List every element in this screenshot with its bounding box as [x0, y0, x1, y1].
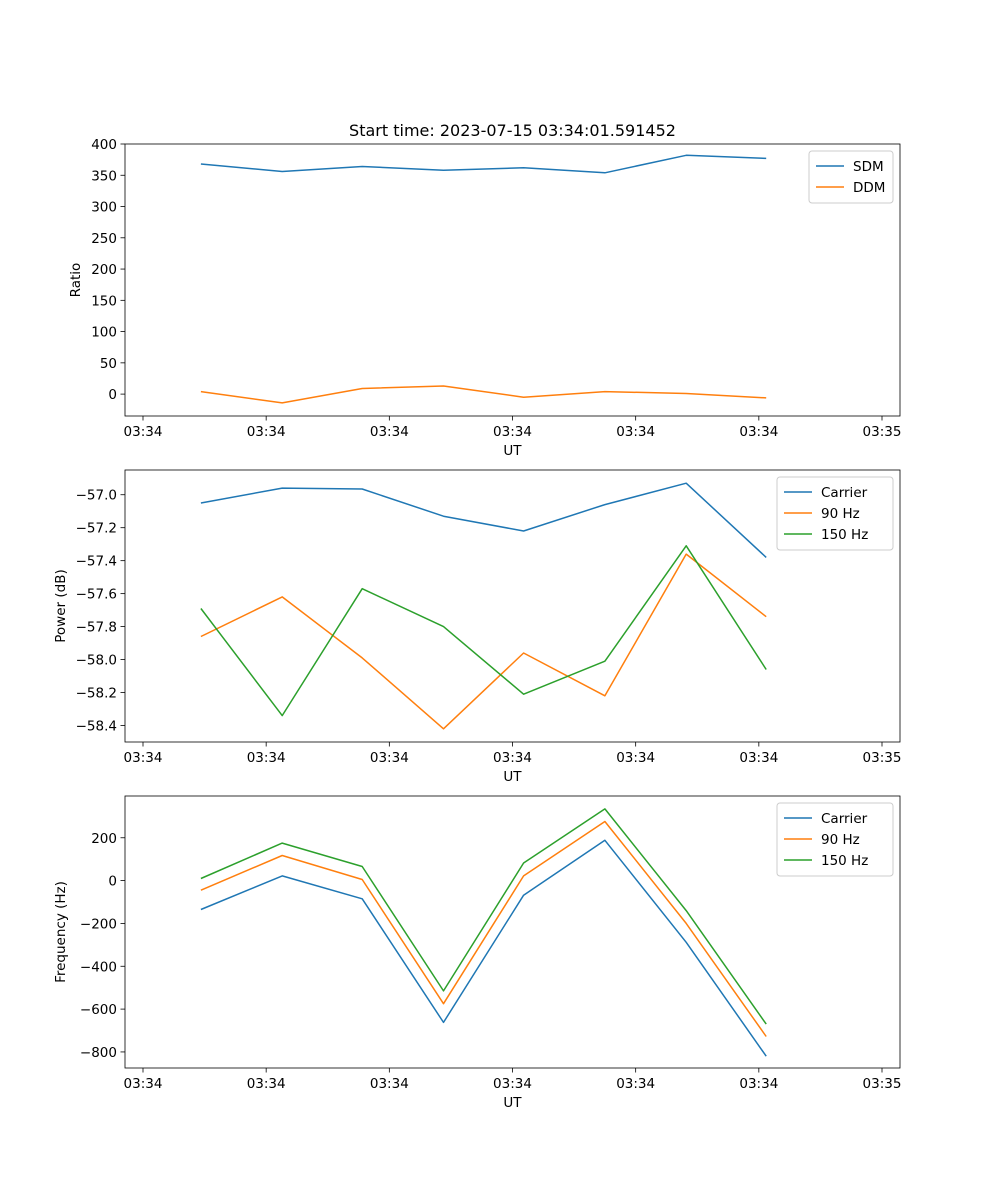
- power-x-tick-label: 03:34: [124, 750, 163, 766]
- ratio-panel: 03:34 03:34 03:34 03:34 03:34 03:34 03:35 0 50 10…: [68, 137, 901, 459]
- power-y-tick-label: −58.4: [76, 719, 117, 735]
- power-y-axis-label: Power (dB): [53, 569, 69, 642]
- frequency-series-line-150-hz: [200, 808, 767, 1025]
- ratio-x-tick-label: 03:34: [739, 424, 778, 440]
- frequency-x-tick-label: 03:34: [247, 1076, 286, 1092]
- frequency-panel: 03:34 03:34 03:34 03:34 03:34 03:34 03:35 −800 −…: [53, 795, 902, 1111]
- ratio-series-line-ddm: [200, 385, 767, 404]
- power-x-tick-label: 03:34: [616, 750, 655, 766]
- frequency-y-tick-label: 200: [91, 831, 117, 847]
- frequency-y-tick-label: −600: [80, 1002, 117, 1018]
- power-y-tick-label: −57.8: [76, 620, 117, 636]
- ratio-x-axis-label: UT: [503, 443, 522, 459]
- ratio-y-tick-label: 400: [91, 137, 117, 153]
- ratio-x-tick-label: 03:34: [370, 424, 409, 440]
- frequency-x-tick-label: 03:34: [124, 1076, 163, 1092]
- figure-title: Start time: 2023-07-15 03:34:01.591452: [349, 121, 676, 140]
- ratio-y-tick-label: 250: [91, 231, 117, 247]
- ratio-y-tick-label: 200: [91, 262, 117, 278]
- power-x-tick-label: 03:34: [370, 750, 409, 766]
- ratio-legend-label: DDM: [853, 180, 885, 196]
- power-x-tick-label: 03:34: [739, 750, 778, 766]
- frequency-y-tick-label: −400: [80, 959, 117, 975]
- frequency-x-tick-label: 03:35: [863, 1076, 902, 1092]
- ratio-y-tick-label: 100: [91, 325, 117, 341]
- power-y-tick-label: −58.0: [76, 653, 117, 669]
- power-series-line-150-hz: [200, 545, 767, 717]
- ratio-x-tick-label: 03:35: [863, 424, 902, 440]
- power-x-tick-label: 03:35: [863, 750, 902, 766]
- power-x-tick-label: 03:34: [247, 750, 286, 766]
- frequency-legend-label: 150 Hz: [821, 853, 868, 869]
- power-y-tick-label: −57.6: [76, 587, 117, 603]
- frequency-y-axis-label: Frequency (Hz): [53, 881, 69, 983]
- ratio-legend-box: [808, 150, 894, 204]
- power-legend-box: [776, 476, 894, 551]
- ratio-legend-label: SDM: [853, 159, 884, 175]
- ratio-y-tick-label: 50: [100, 356, 117, 372]
- frequency-series-line-90-hz: [200, 820, 767, 1037]
- ratio-y-axis-label: Ratio: [68, 263, 84, 298]
- ratio-y-tick-label: 350: [91, 168, 117, 184]
- frequency-legend-box: [776, 802, 894, 877]
- frequency-x-axis-label: UT: [503, 1095, 522, 1111]
- power-x-axis-label: UT: [503, 769, 522, 785]
- frequency-x-tick-label: 03:34: [493, 1076, 532, 1092]
- power-panel: 03:34 03:34 03:34 03:34 03:34 03:34 03:35 −58.4…: [53, 469, 902, 785]
- power-y-tick-label: −58.2: [76, 686, 117, 702]
- frequency-x-tick-label: 03:34: [370, 1076, 409, 1092]
- power-x-tick-label: 03:34: [493, 750, 532, 766]
- power-series-line-carrier: [200, 482, 767, 558]
- frequency-x-tick-label: 03:34: [739, 1076, 778, 1092]
- frequency-y-tick-label: −200: [80, 916, 117, 932]
- power-legend-label: Carrier: [821, 485, 868, 501]
- ratio-y-tick-label: 150: [91, 293, 117, 309]
- power-y-tick-label: −57.4: [76, 554, 117, 570]
- frequency-y-tick-label: −800: [80, 1045, 117, 1061]
- power-series-line-90-hz: [200, 553, 767, 730]
- power-y-tick-label: −57.0: [76, 488, 117, 504]
- ratio-x-tick-label: 03:34: [247, 424, 286, 440]
- ratio-y-tick-label: 0: [108, 387, 117, 403]
- frequency-legend-label: 90 Hz: [821, 832, 860, 848]
- ratio-y-tick-label: 300: [91, 200, 117, 216]
- power-y-tick-label: −57.2: [76, 521, 117, 537]
- ratio-series-line-sdm: [200, 154, 767, 174]
- power-legend-label: 90 Hz: [821, 506, 860, 522]
- frequency-series-line-carrier: [200, 839, 767, 1057]
- ratio-x-tick-label: 03:34: [616, 424, 655, 440]
- frequency-y-tick-label: 0: [108, 874, 117, 890]
- frequency-legend-label: Carrier: [821, 811, 868, 827]
- ratio-x-tick-label: 03:34: [124, 424, 163, 440]
- frequency-x-tick-label: 03:34: [616, 1076, 655, 1092]
- ratio-x-tick-label: 03:34: [493, 424, 532, 440]
- power-legend-label: 150 Hz: [821, 527, 868, 543]
